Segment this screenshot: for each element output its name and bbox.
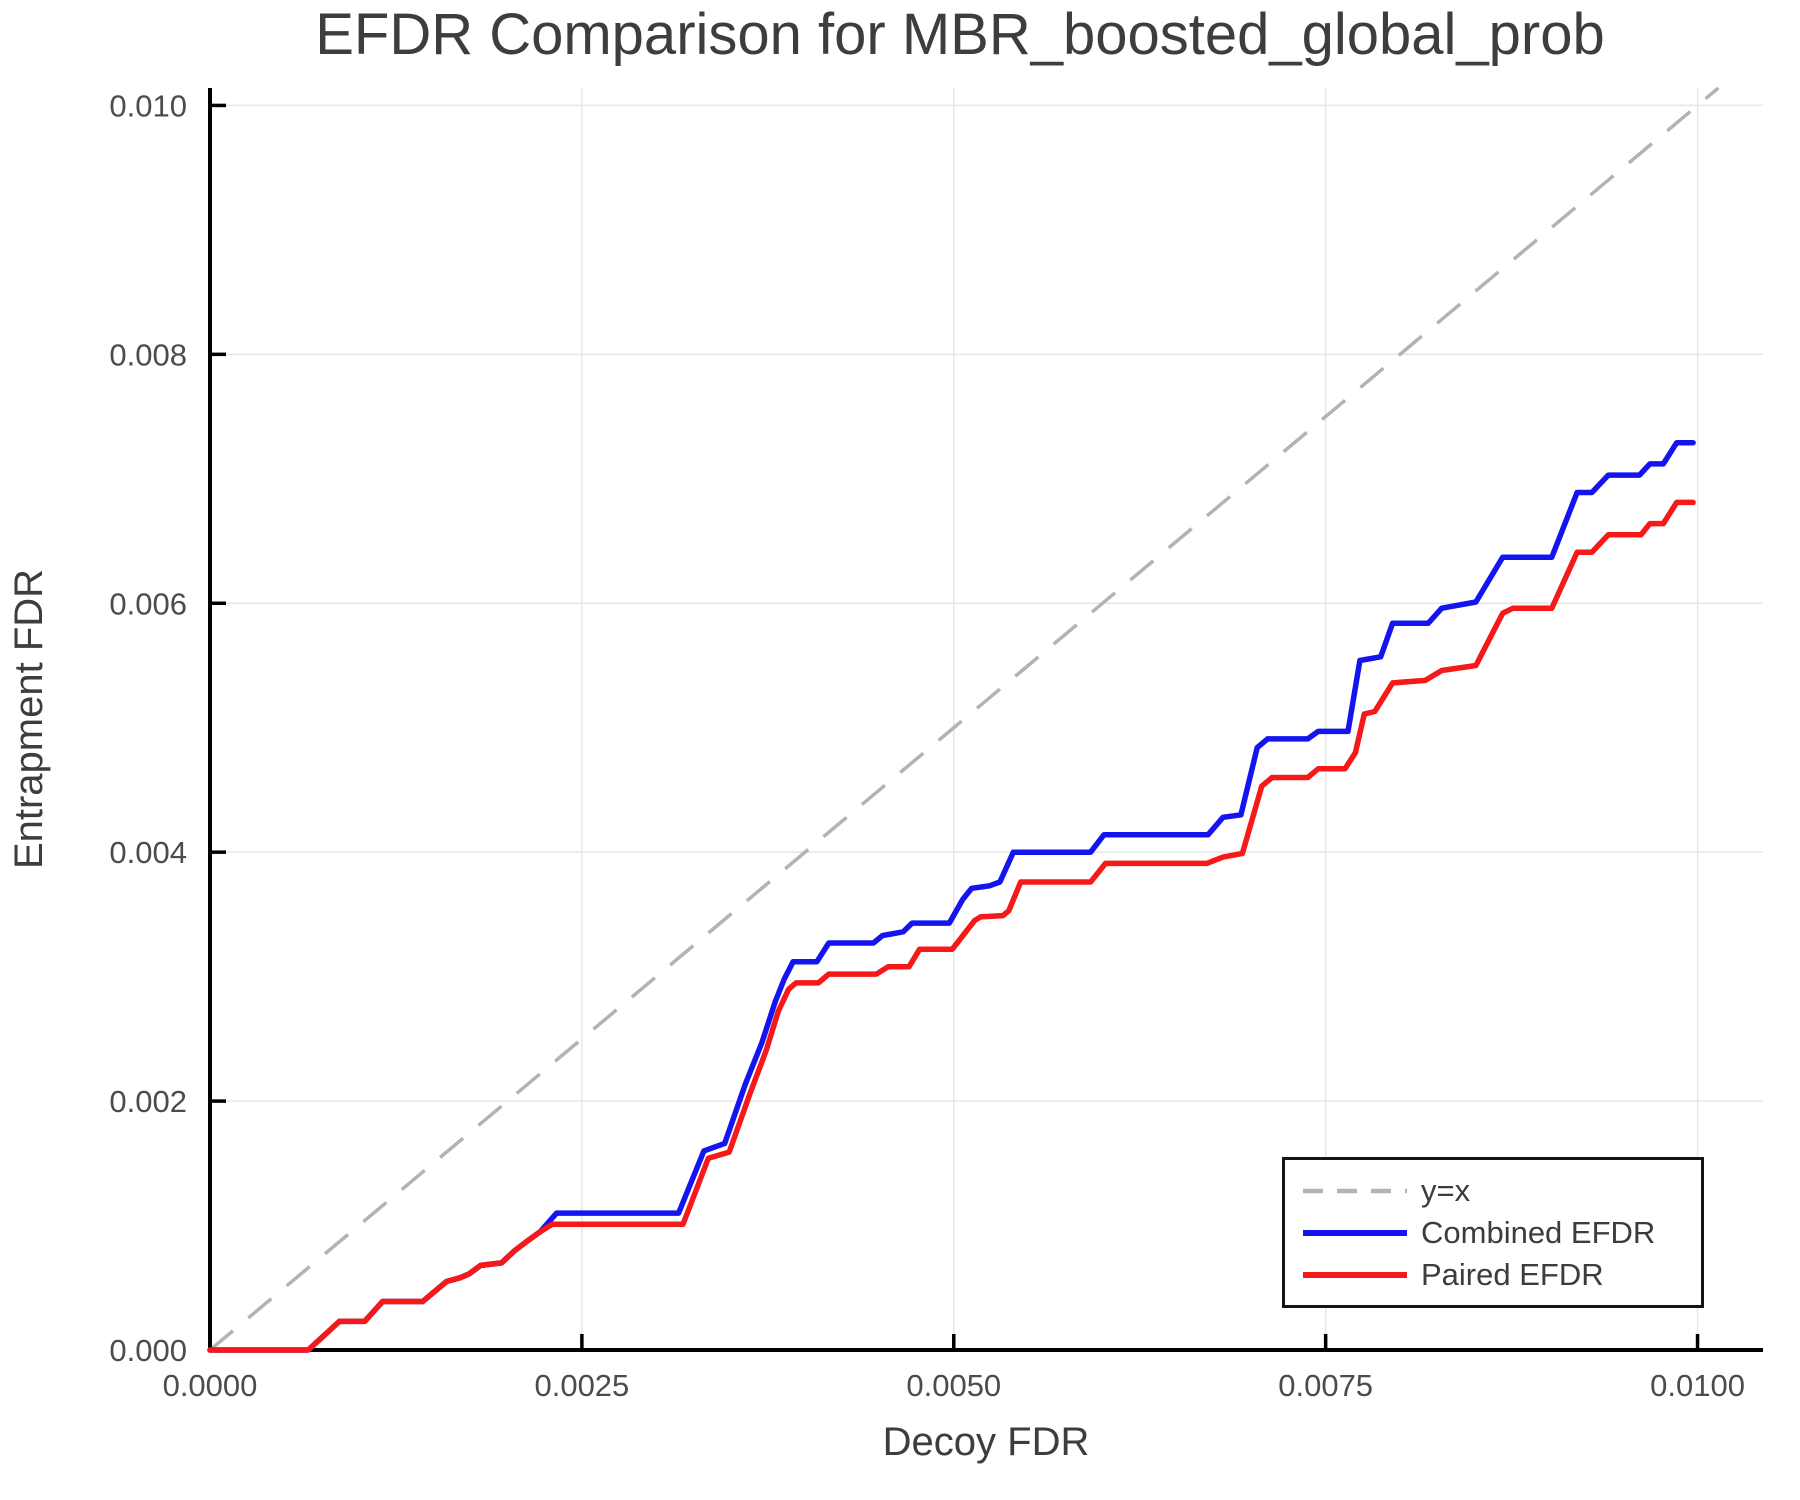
identity-line-sample-icon (1303, 1188, 1407, 1193)
legend: y=x Combined EFDR Paired EFDR (1282, 1157, 1704, 1308)
chart-title: EFDR Comparison for MBR_boosted_global_p… (315, 2, 1605, 67)
series-paired-efdr (207, 499, 1696, 1353)
x-tick-label: 0.0075 (1278, 1368, 1373, 1403)
legend-item-identity: y=x (1299, 1170, 1701, 1212)
x-axis-label: Decoy FDR (883, 1420, 1090, 1464)
plot-area: 0.0000 0.0025 0.0050 0.0075 0.0100 0.000 0.002… (109, 86, 1763, 1403)
combined-efdr-line-sample-icon (1303, 1229, 1407, 1236)
y-tick-label: 0.000 (109, 1333, 187, 1368)
x-tick-label: 0.0025 (534, 1368, 629, 1403)
y-axis-label: Entrapment FDR (7, 569, 51, 869)
x-tick-label: 0.0050 (906, 1368, 1001, 1403)
legend-label-identity: y=x (1421, 1172, 1471, 1208)
y-tick-label: 0.008 (109, 337, 187, 372)
legend-label-combined-efdr: Combined EFDR (1421, 1214, 1656, 1250)
legend-label-paired-efdr: Paired EFDR (1421, 1256, 1604, 1292)
legend-item-paired-efdr: Paired EFDR (1299, 1254, 1701, 1296)
legend-item-combined-efdr: Combined EFDR (1299, 1212, 1701, 1254)
y-tick-label: 0.006 (109, 586, 187, 621)
identity-line (208, 86, 1720, 1352)
y-tick-label: 0.004 (109, 835, 187, 870)
x-tick-label: 0.0100 (1650, 1368, 1745, 1403)
y-tick-label: 0.002 (109, 1084, 187, 1119)
paired-efdr-line-sample-icon (1303, 1271, 1407, 1278)
y-tick-label: 0.010 (109, 88, 187, 123)
x-tick-label: 0.0000 (163, 1368, 258, 1403)
